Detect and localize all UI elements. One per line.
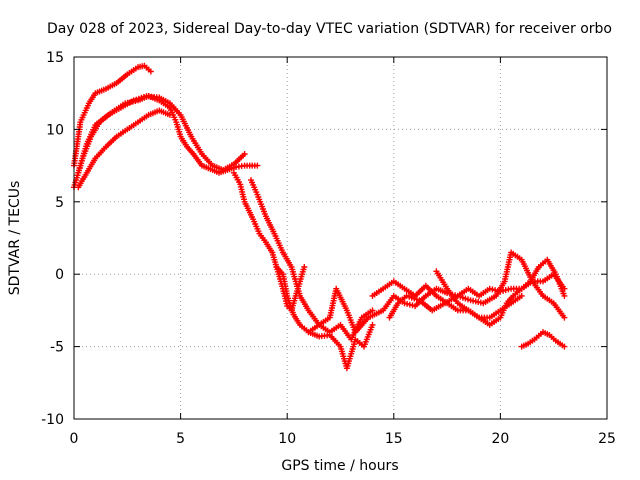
- y-tick-label: -5: [50, 340, 64, 356]
- data-point: [241, 151, 248, 157]
- series-track-12: [518, 329, 568, 350]
- x-axis-title: GPS time / hours: [281, 458, 398, 474]
- y-tick-label: -10: [41, 412, 64, 428]
- series-points: [273, 264, 308, 314]
- y-axis-title: SDTVAR / TECUs: [7, 181, 23, 296]
- y-tick-label: 15: [46, 50, 64, 66]
- series-track-2: [71, 93, 261, 191]
- series-points: [71, 93, 261, 191]
- data-point: [561, 314, 568, 321]
- x-tick-label: 5: [176, 431, 185, 447]
- series-track-7: [273, 264, 308, 314]
- data-point: [369, 321, 376, 328]
- data-point: [254, 162, 261, 169]
- series-points: [518, 329, 568, 350]
- x-tick-label: 20: [491, 431, 509, 447]
- series-track-1: [71, 62, 154, 169]
- data-point: [561, 343, 568, 350]
- y-tick-label: 10: [46, 122, 64, 138]
- series-line: [77, 109, 171, 189]
- y-tick-label: 5: [55, 195, 64, 211]
- series-points: [305, 271, 568, 336]
- series-points: [71, 62, 154, 169]
- x-tick-label: 10: [278, 431, 296, 447]
- series-track-3: [75, 93, 248, 176]
- x-tick-label: 0: [70, 431, 79, 447]
- series-track-8: [305, 271, 568, 336]
- grid-layer: [74, 57, 607, 419]
- data-point: [166, 111, 173, 118]
- series-line: [77, 95, 246, 174]
- x-tick-label: 25: [598, 431, 616, 447]
- data-point: [301, 264, 308, 270]
- series-track-6: [248, 177, 376, 343]
- series-points: [75, 107, 173, 191]
- data-point: [147, 68, 154, 75]
- series-track-4: [75, 107, 173, 191]
- series-track-11: [433, 268, 525, 321]
- data-point: [369, 307, 376, 314]
- series-points: [248, 177, 376, 343]
- series-points: [386, 249, 568, 321]
- series-points: [433, 268, 525, 321]
- series-line: [72, 95, 259, 189]
- chart-title: Day 028 of 2023, Sidereal Day-to-day VTE…: [47, 21, 612, 37]
- series-layer: [71, 62, 568, 372]
- data-point: [561, 292, 568, 299]
- x-tick-label: 15: [385, 431, 403, 447]
- series-track-10: [386, 249, 568, 321]
- series-points: [75, 93, 248, 176]
- data-point: [518, 292, 525, 299]
- plot-frame: [73, 56, 608, 420]
- label-layer: 0 5 10 15 20 25 -10 -5 0 5 10 15: [41, 50, 616, 447]
- y-tick-label: 0: [55, 267, 64, 283]
- tick-layer: [73, 56, 608, 420]
